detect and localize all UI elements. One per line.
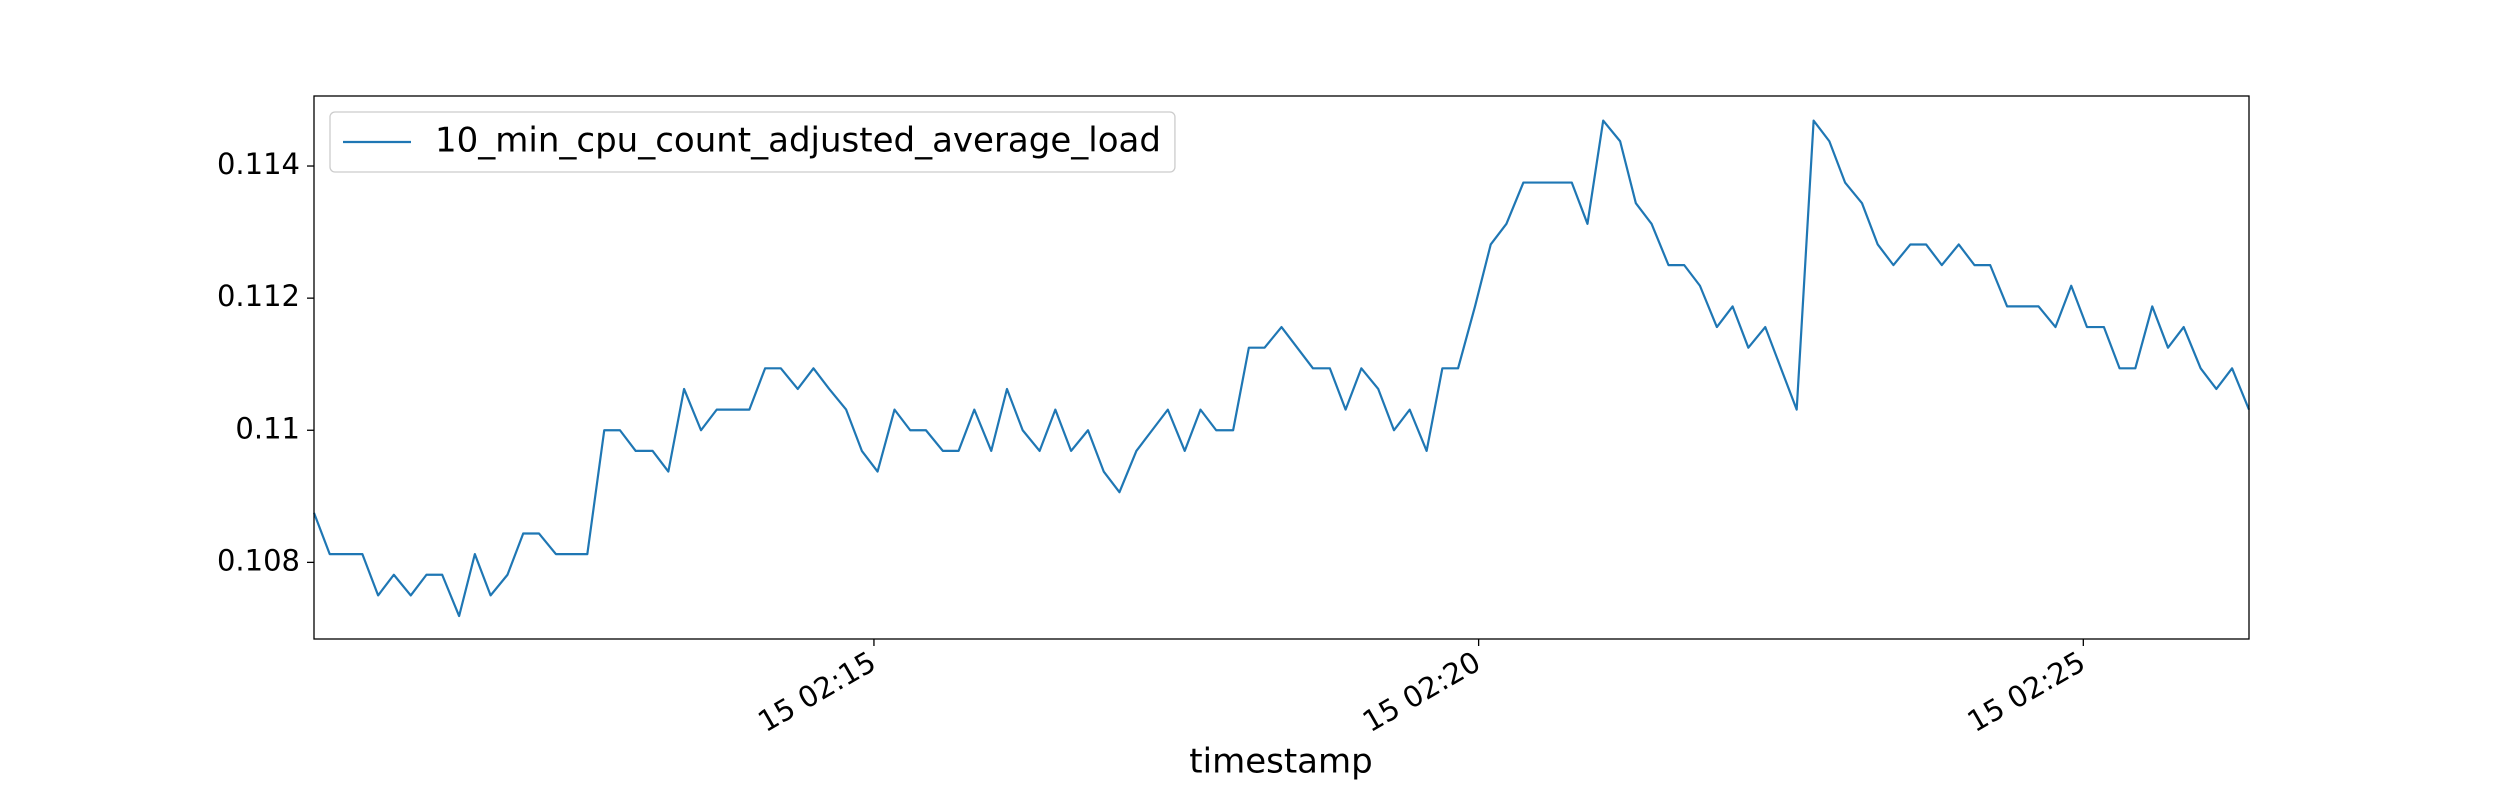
y-tick-label: 0.114 — [217, 147, 300, 181]
plot-frame — [313, 95, 2250, 640]
y-tick-label: 0.108 — [217, 543, 300, 577]
legend-label: 10_min_cpu_count_adjusted_average_load — [435, 121, 1161, 161]
y-tick-label: 0.112 — [217, 279, 300, 313]
legend: 10_min_cpu_count_adjusted_average_load — [329, 111, 1176, 173]
x-axis-label: timestamp — [1189, 742, 1372, 782]
y-tick-label: 0.11 — [235, 411, 300, 445]
line-series — [312, 119, 2251, 618]
legend-box — [329, 111, 1176, 173]
